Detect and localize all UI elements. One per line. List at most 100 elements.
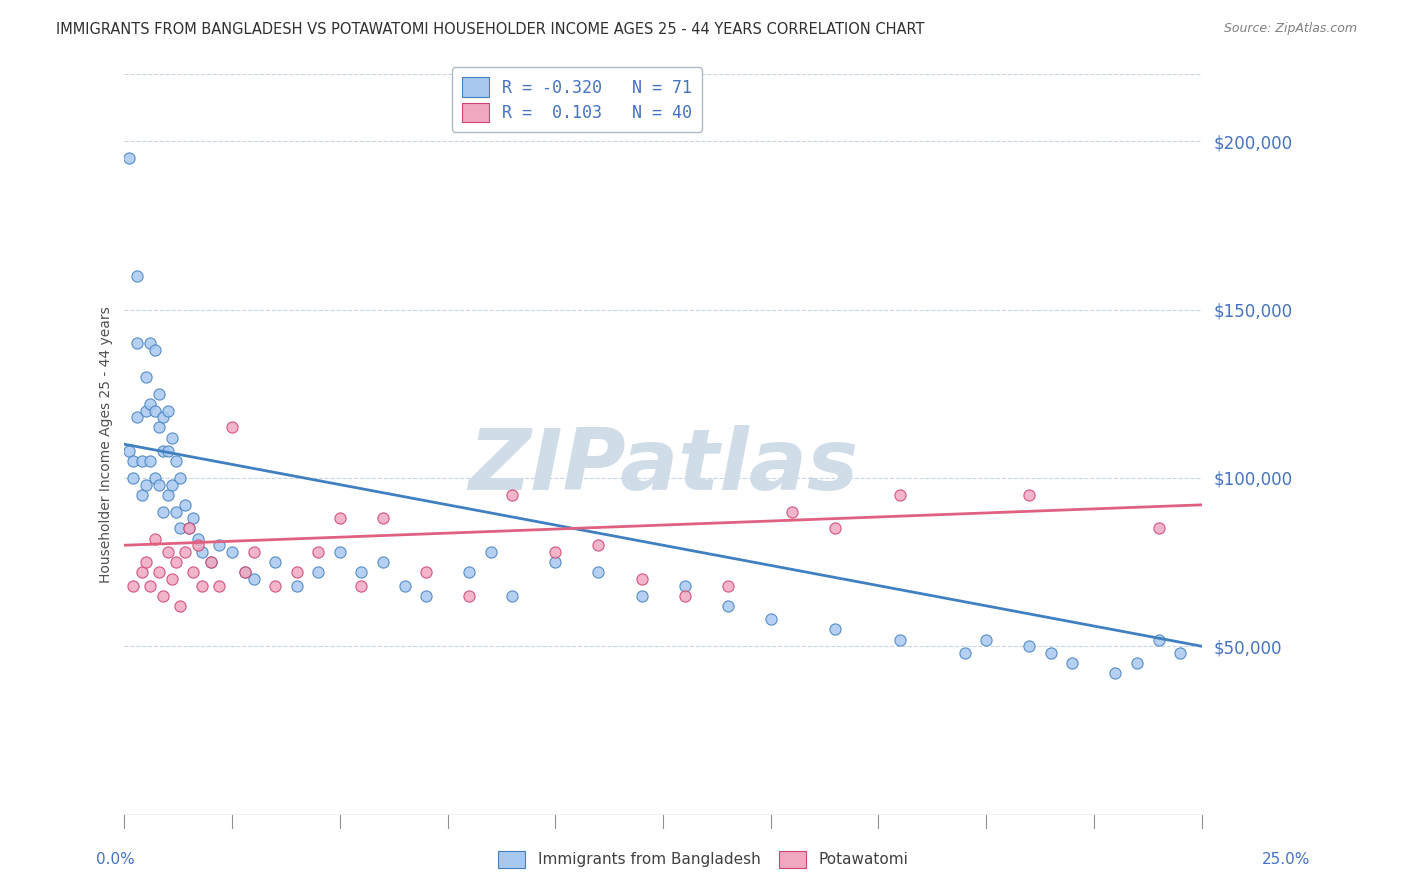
Point [200, 555, 222, 569]
Point [285, 579, 308, 593]
Point [501, 589, 523, 603]
Text: 25.0%: 25.0% [1263, 852, 1310, 867]
Point [824, 521, 846, 535]
Point [1126, 656, 1149, 670]
Point [156, 444, 179, 458]
Point [717, 579, 740, 593]
Point [1018, 488, 1040, 502]
Point [148, 386, 170, 401]
Point [122, 579, 145, 593]
Point [1039, 646, 1062, 660]
Point [118, 151, 141, 165]
Point [139, 397, 162, 411]
Point [307, 565, 329, 579]
Point [156, 403, 179, 417]
Point [160, 430, 183, 444]
Legend: Immigrants from Bangladesh, Potawatomi: Immigrants from Bangladesh, Potawatomi [492, 845, 914, 873]
Point [148, 565, 170, 579]
Point [143, 471, 166, 485]
Point [173, 498, 195, 512]
Point [135, 555, 157, 569]
Point [131, 488, 153, 502]
Point [169, 471, 191, 485]
Point [717, 599, 740, 613]
Point [208, 538, 231, 552]
Point [307, 545, 329, 559]
Point [122, 454, 145, 468]
Point [143, 532, 166, 546]
Point [759, 612, 782, 626]
Point [329, 511, 352, 525]
Point [169, 521, 191, 535]
Point [208, 579, 231, 593]
Point [329, 545, 352, 559]
Point [415, 565, 437, 579]
Point [187, 538, 209, 552]
Point [139, 579, 162, 593]
Point [221, 420, 243, 434]
Point [458, 589, 481, 603]
Point [588, 565, 610, 579]
Point [148, 477, 170, 491]
Point [1168, 646, 1191, 660]
Point [160, 477, 183, 491]
Point [630, 572, 652, 586]
Point [169, 599, 191, 613]
Text: IMMIGRANTS FROM BANGLADESH VS POTAWATOMI HOUSEHOLDER INCOME AGES 25 - 44 YEARS C: IMMIGRANTS FROM BANGLADESH VS POTAWATOMI… [56, 22, 925, 37]
Point [143, 343, 166, 357]
Point [122, 471, 145, 485]
Point [131, 454, 153, 468]
Point [350, 565, 373, 579]
Point [458, 565, 481, 579]
Point [1018, 639, 1040, 653]
Text: 0.0%: 0.0% [96, 852, 135, 867]
Point [242, 572, 264, 586]
Point [1147, 521, 1170, 535]
Point [233, 565, 256, 579]
Point [264, 579, 287, 593]
Point [173, 545, 195, 559]
Point [350, 579, 373, 593]
Point [160, 572, 183, 586]
Point [131, 565, 153, 579]
Point [394, 579, 416, 593]
Point [889, 632, 911, 647]
Point [183, 511, 205, 525]
Point [544, 545, 567, 559]
Point [152, 589, 174, 603]
Point [156, 545, 179, 559]
Point [165, 505, 187, 519]
Point [127, 410, 149, 425]
Point [152, 410, 174, 425]
Point [264, 555, 287, 569]
Point [889, 488, 911, 502]
Point [118, 444, 141, 458]
Point [200, 555, 222, 569]
Point [191, 579, 214, 593]
Point [824, 623, 846, 637]
Point [1062, 656, 1084, 670]
Point [233, 565, 256, 579]
Y-axis label: Householder Income Ages 25 - 44 years: Householder Income Ages 25 - 44 years [100, 306, 114, 582]
Legend: R = -0.320   N = 71, R =  0.103   N = 40: R = -0.320 N = 71, R = 0.103 N = 40 [451, 68, 702, 132]
Point [285, 565, 308, 579]
Point [371, 555, 394, 569]
Point [127, 268, 149, 283]
Point [165, 454, 187, 468]
Point [1104, 666, 1126, 681]
Point [191, 545, 214, 559]
Point [139, 454, 162, 468]
Point [221, 545, 243, 559]
Point [953, 646, 976, 660]
Point [135, 370, 157, 384]
Point [630, 589, 652, 603]
Point [152, 505, 174, 519]
Point [673, 589, 696, 603]
Point [187, 532, 209, 546]
Point [479, 545, 502, 559]
Point [415, 589, 437, 603]
Point [782, 505, 804, 519]
Point [183, 565, 205, 579]
Point [177, 521, 200, 535]
Point [139, 336, 162, 351]
